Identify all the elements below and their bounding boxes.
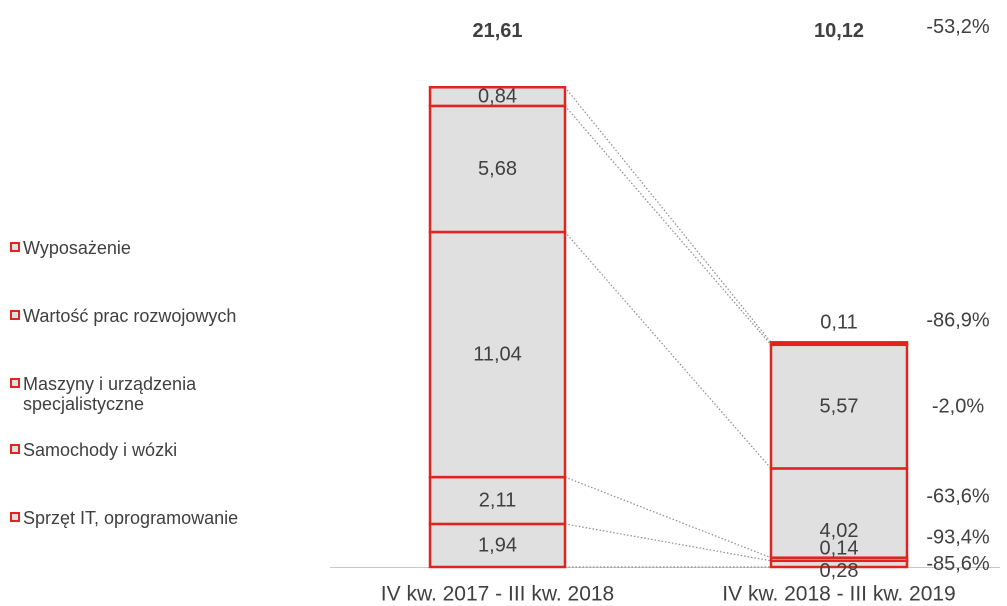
legend-swatch bbox=[10, 378, 20, 388]
data-label: 11,04 bbox=[473, 344, 522, 366]
total-change-label: -53,2% bbox=[926, 16, 990, 38]
connector-line bbox=[564, 86, 772, 343]
change-label: -85,6% bbox=[926, 553, 990, 575]
connector-line bbox=[564, 476, 772, 559]
bar-segment bbox=[428, 104, 567, 234]
bar-segment bbox=[769, 343, 909, 470]
bar-segment bbox=[428, 86, 567, 108]
bar-segment bbox=[428, 522, 567, 569]
data-label: 0,14 bbox=[820, 538, 859, 560]
bar-segment bbox=[769, 341, 909, 347]
data-label: 5,68 bbox=[478, 158, 517, 180]
change-label: -86,9% bbox=[926, 309, 990, 331]
data-label: 0,28 bbox=[820, 560, 859, 582]
legend-label: Sprzęt IT, oprogramowanie bbox=[23, 508, 239, 528]
total-label: 10,12 bbox=[814, 20, 864, 42]
legend-label: Samochody i wózki bbox=[23, 440, 178, 460]
data-label: 5,57 bbox=[820, 396, 859, 418]
legend: Wyposażenie Wartość prac rozwojowych Mas… bbox=[10, 0, 310, 606]
legend-item-maszyny: Maszyny i urządzenia specjalistyczne bbox=[10, 374, 253, 414]
connector-line bbox=[564, 523, 772, 562]
connector-line bbox=[564, 105, 772, 346]
connector-line bbox=[564, 231, 772, 469]
legend-item-sprzet-it: Sprzęt IT, oprogramowanie bbox=[10, 508, 283, 528]
change-label: -2,0% bbox=[932, 396, 984, 418]
legend-item-wyposazenie: Wyposażenie bbox=[10, 238, 283, 258]
total-label: 21,61 bbox=[472, 20, 522, 42]
legend-swatch bbox=[10, 310, 20, 320]
legend-item-samochody: Samochody i wózki bbox=[10, 440, 283, 460]
bar-segment bbox=[428, 230, 567, 479]
legend-label: Maszyny i urządzenia specjalistyczne bbox=[23, 374, 197, 414]
legend-label: Wyposażenie bbox=[23, 238, 131, 258]
category-label: IV kw. 2017 - III kw. 2018 bbox=[381, 583, 614, 606]
legend-swatch bbox=[10, 512, 20, 522]
data-label: 1,94 bbox=[478, 534, 517, 556]
category-label: IV kw. 2018 - III kw. 2019 bbox=[722, 583, 955, 606]
data-label: 0,11 bbox=[820, 311, 857, 333]
data-label: 4,02 bbox=[820, 520, 859, 542]
change-label: -63,6% bbox=[926, 485, 990, 507]
legend-item-wartosc-prac: Wartość prac rozwojowych bbox=[10, 306, 283, 326]
data-label: 0,84 bbox=[478, 86, 517, 108]
legend-label: Wartość prac rozwojowych bbox=[23, 306, 237, 326]
change-label: -93,4% bbox=[926, 527, 990, 549]
legend-swatch bbox=[10, 242, 20, 252]
data-label: 2,11 bbox=[479, 490, 516, 512]
legend-swatch bbox=[10, 444, 20, 454]
